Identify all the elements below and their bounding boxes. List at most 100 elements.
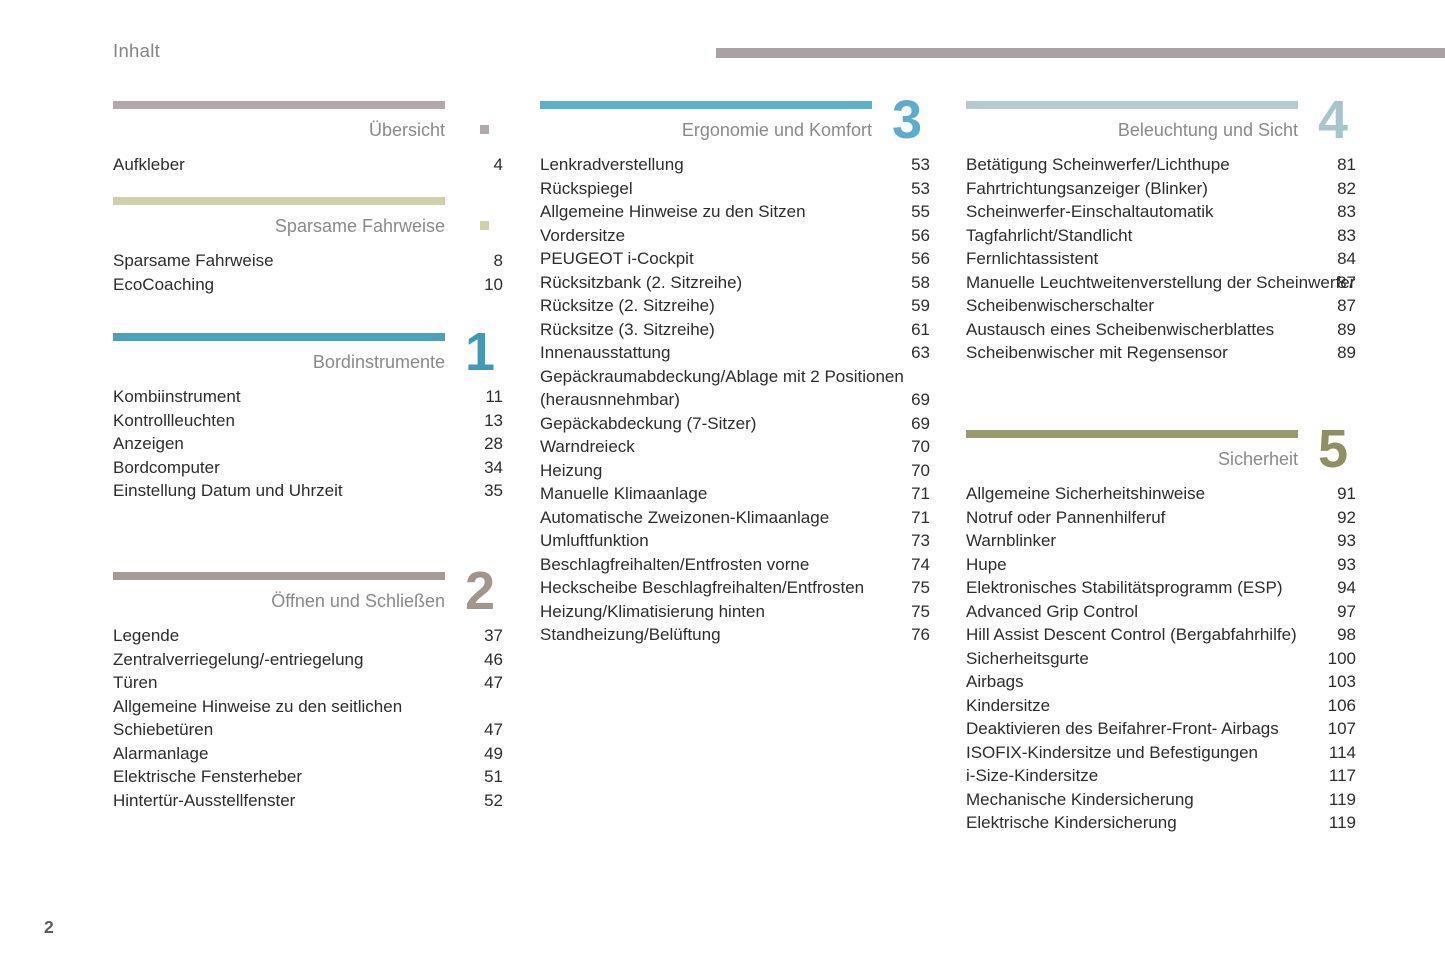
toc-item[interactable]: Rückspiegel 53 [540, 177, 930, 201]
toc-item-page: 97 [1337, 601, 1356, 621]
toc-item[interactable]: Elektrische Kindersicherung 119 [966, 811, 1356, 835]
toc-item-page: 63 [911, 343, 930, 362]
toc-item-list: Allgemeine Sicherheitshinweise 91 Notruf o… [966, 482, 1356, 835]
toc-item[interactable]: Gepäckraumabdeckung/Ablage mit 2 Positio… [540, 365, 930, 412]
toc-item-list: Kombiinstrument 11 Kontrollleuchten 13 Anzei… [113, 385, 503, 503]
toc-item[interactable]: Alarmanlage 49 [113, 742, 503, 766]
toc-item[interactable]: i-Size-Kindersitze 117 [966, 764, 1356, 788]
toc-item[interactable]: Bordcomputer 34 [113, 456, 503, 480]
toc-item[interactable]: Umluftfunktion 73 [540, 529, 930, 553]
toc-item[interactable]: Deaktivieren des Beifahrer-Front- Airbag… [966, 717, 1356, 741]
toc-item[interactable]: Manuelle Leuchtweitenverstellung der Sch… [966, 271, 1356, 295]
toc-item[interactable]: Elektrische Fensterheber 51 [113, 765, 503, 789]
toc-item[interactable]: Hill Assist Descent Control (Bergabfahrh… [966, 623, 1356, 647]
toc-item-label: Rücksitze (2. Sitzreihe) [540, 296, 715, 315]
toc-item[interactable]: Einstellung Datum und Uhrzeit 35 [113, 479, 503, 503]
toc-item[interactable]: Automatische Zweizonen-Klimaanlage 71 [540, 506, 930, 530]
page-title: Inhalt [113, 40, 161, 61]
toc-item[interactable]: Warnblinker 93 [966, 529, 1356, 553]
toc-item[interactable]: Elektronisches Stabilitätsprogramm (ESP)… [966, 576, 1356, 600]
toc-item[interactable]: Sicherheitsgurte 100 [966, 647, 1356, 671]
toc-item-page: 94 [1337, 578, 1356, 597]
toc-item[interactable]: Scheinwerfer-Einschaltautomatik 83 [966, 200, 1356, 224]
toc-item[interactable]: Kindersitze 106 [966, 694, 1356, 718]
section-title-row: Sicherheit [966, 449, 1298, 470]
toc-item-page: 100 [1327, 648, 1356, 668]
toc-item[interactable]: Hintertür-Ausstellfenster 52 [113, 789, 503, 813]
toc-item-label: ISOFIX-Kindersitze und Befestigungen [966, 742, 1258, 762]
toc-item-label: Allgemeine Sicherheitshinweise [966, 484, 1206, 503]
toc-item[interactable]: Scheibenwischer mit Regensensor 89 [966, 341, 1356, 365]
toc-item[interactable]: Legende 37 [113, 624, 503, 648]
toc-item-label: Tagfahrlicht/Standlicht [966, 225, 1133, 245]
toc-item-page: 37 [484, 626, 503, 645]
toc-item[interactable]: Allgemeine Sicherheitshinweise 91 [966, 482, 1356, 506]
toc-item-page: 69 [911, 413, 930, 433]
toc-item[interactable]: Warndreieck 70 [540, 435, 930, 459]
section-title: Bordinstrumente [312, 352, 445, 372]
toc-item[interactable]: Hupe 93 [966, 553, 1356, 577]
toc-item-page: 84 [1337, 249, 1356, 268]
toc-item[interactable]: Rücksitze (2. Sitzreihe) 59 [540, 294, 930, 318]
toc-item[interactable]: Allgemeine Hinweise zu den Sitzen 55 [540, 200, 930, 224]
toc-item[interactable]: PEUGEOT i-Cockpit 56 [540, 247, 930, 271]
toc-item-page: 87 [1337, 272, 1356, 292]
toc-item[interactable]: Mechanische Kindersicherung 119 [966, 788, 1356, 812]
toc-item[interactable]: Vordersitze 56 [540, 224, 930, 248]
toc-item-page: 35 [484, 481, 503, 500]
toc-item[interactable]: Türen 47 [113, 671, 503, 695]
toc-item-page: 117 [1328, 766, 1356, 785]
toc-item-page: 70 [911, 460, 930, 480]
toc-item[interactable]: Advanced Grip Control 97 [966, 600, 1356, 624]
toc-item[interactable]: Rücksitze (3. Sitzreihe) 61 [540, 318, 930, 342]
section-title: Sicherheit [1217, 449, 1298, 469]
toc-item[interactable]: ISOFIX-Kindersitze und Befestigungen 114 [966, 741, 1356, 765]
toc-item[interactable]: Kombiinstrument 11 [113, 385, 503, 409]
toc-item[interactable]: Beschlagfreihalten/Entfrosten vorne 74 [540, 553, 930, 577]
section-title-row: Ergonomie und Komfort [540, 120, 872, 141]
toc-item[interactable]: Betätigung Scheinwerfer/Lichthupe 81 [966, 153, 1356, 177]
toc-item[interactable]: Sparsame Fahrweise 8 [113, 249, 503, 273]
toc-item-page: 13 [484, 410, 503, 430]
section-chapter-number: 3 [891, 90, 922, 150]
toc-item[interactable]: Tagfahrlicht/Standlicht 83 [966, 224, 1356, 248]
toc-item[interactable]: Anzeigen 28 [113, 432, 503, 456]
toc-item[interactable]: Manuelle Klimaanlage 71 [540, 482, 930, 506]
toc-item-page: 119 [1328, 813, 1356, 832]
toc-item-page: 10 [484, 274, 503, 294]
toc-item-page: 61 [911, 319, 930, 339]
toc-item-label: Notruf oder Pannenhilferuf [966, 507, 1166, 527]
toc-item[interactable]: Austausch eines Scheibenwischerblattes 89 [966, 318, 1356, 342]
toc-item-page: 74 [911, 554, 930, 574]
toc-item[interactable]: Aufkleber 4 [113, 153, 503, 177]
toc-item[interactable]: Airbags 103 [966, 670, 1356, 694]
toc-item-page: 114 [1328, 742, 1356, 762]
toc-item[interactable]: Zentralverriegelung/-entriegelung 46 [113, 648, 503, 672]
toc-item[interactable]: Scheibenwischerschalter 87 [966, 294, 1356, 318]
toc-item[interactable]: Heizung 70 [540, 459, 930, 483]
toc-item-label: PEUGEOT i-Cockpit [540, 249, 694, 268]
toc-item-page: 47 [484, 720, 503, 739]
toc-item[interactable]: Lenkradverstellung 53 [540, 153, 930, 177]
toc-section-sicherheit: Sicherheit 5 Allgemeine Sicherheitshinweis… [966, 422, 1356, 835]
toc-section-ergonomie-und-komfort: Ergonomie und Komfort 3 Lenkradverstellung… [540, 90, 930, 647]
toc-item[interactable]: Heckscheibe Beschlagfreihalten/Entfroste… [540, 576, 930, 600]
toc-item[interactable]: EcoCoaching 10 [113, 273, 503, 297]
toc-item-label: Advanced Grip Control [966, 601, 1138, 621]
toc-item[interactable]: Fernlichtassistent 84 [966, 247, 1356, 271]
toc-item[interactable]: Innenausstattung 63 [540, 341, 930, 365]
toc-item[interactable]: Fahrtrichtungsanzeiger (Blinker) 82 [966, 177, 1356, 201]
toc-item[interactable]: Gepäckabdeckung (7-Sitzer) 69 [540, 412, 930, 436]
toc-item[interactable]: Allgemeine Hinweise zu den seitlichen Sc… [113, 695, 503, 742]
toc-item[interactable]: Heizung/Klimatisierung hinten 75 [540, 600, 930, 624]
toc-item[interactable]: Kontrollleuchten 13 [113, 409, 503, 433]
toc-item-label: Beschlagfreihalten/Entfrosten vorne [540, 554, 810, 574]
section-color-bar [113, 572, 445, 580]
toc-item-label: Hintertür-Ausstellfenster [113, 790, 296, 810]
toc-item[interactable]: Notruf oder Pannenhilferuf 92 [966, 506, 1356, 530]
toc-item[interactable]: Rücksitzbank (2. Sitzreihe) 58 [540, 271, 930, 295]
toc-item-label: Alarmanlage [113, 743, 209, 763]
toc-item[interactable]: Standheizung/Belüftung 76 [540, 623, 930, 647]
top-rule-bar [716, 48, 1445, 58]
